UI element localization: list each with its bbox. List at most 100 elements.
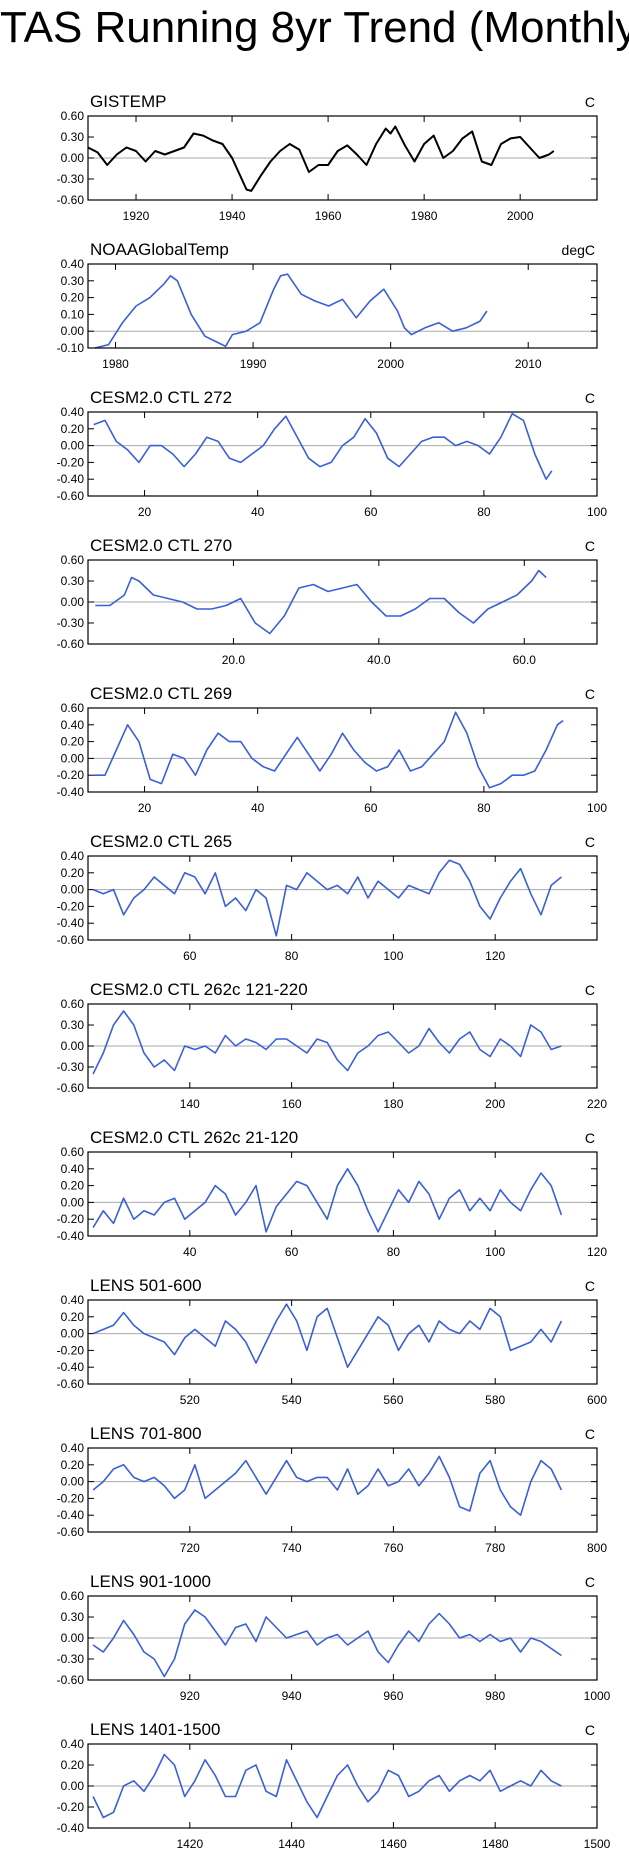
x-tick-label: 2000 — [507, 209, 534, 223]
y-tick-label: 0.00 — [61, 1779, 85, 1793]
plot-frame — [87, 559, 598, 645]
y-tick-label: -0.40 — [57, 1821, 85, 1835]
y-tick-label: 0.00 — [61, 439, 85, 453]
panel-title: GISTEMP — [90, 92, 167, 111]
y-tick-label: -0.30 — [57, 172, 85, 186]
x-tick-label: 1940 — [219, 209, 246, 223]
series-line — [93, 412, 553, 481]
series-line — [94, 273, 488, 349]
y-tick-label: 0.40 — [61, 1162, 85, 1176]
x-tick-label: 80 — [285, 949, 299, 963]
x-tick-label: 600 — [587, 1393, 607, 1407]
x-tick-label: 80 — [477, 505, 491, 519]
x-tick-label: 1420 — [176, 1837, 203, 1851]
y-tick-label: 0.40 — [61, 1737, 85, 1751]
x-tick-label: 100 — [587, 801, 607, 815]
x-tick-label: 1500 — [584, 1837, 611, 1851]
y-tick-label: 0.20 — [61, 1310, 85, 1324]
x-tick-label: 960 — [383, 1689, 403, 1703]
panel-title: CESM2.0 CTL 269 — [90, 684, 232, 703]
panel-title: LENS 1401-1500 — [90, 1720, 220, 1739]
y-tick-label: 0.00 — [61, 883, 85, 897]
x-tick-label: 40 — [183, 1245, 197, 1259]
y-tick-label: 0.30 — [61, 274, 85, 288]
y-tick-label: -0.60 — [57, 193, 85, 207]
y-tick-label: -0.20 — [57, 899, 85, 913]
plot-frame — [87, 115, 598, 201]
chart-panel-11: LENS 901-1000 C -0.60 -0.30 0.00 0.30 0.60 920 9… — [57, 1572, 611, 1703]
x-tick-label: 140 — [180, 1097, 200, 1111]
x-tick-label: 100 — [485, 1245, 505, 1259]
x-tick-label: 1980 — [102, 357, 129, 371]
y-tick-label: 0.00 — [61, 1475, 85, 1489]
plot-frame — [87, 411, 598, 497]
chart-panel-3: CESM2.0 CTL 272 C -0.60 -0.40 -0.20 0.00 0.20 0… — [57, 388, 608, 519]
chart-panel-8: CESM2.0 CTL 262c 21-120 C -0.40 -0.20 0.00 0.… — [57, 1128, 608, 1259]
x-tick-label: 1480 — [482, 1837, 509, 1851]
y-tick-label: 0.60 — [61, 997, 85, 1011]
y-tick-label: 0.00 — [61, 1631, 85, 1645]
y-tick-label: -0.60 — [57, 933, 85, 947]
x-tick-label: 1960 — [315, 209, 342, 223]
x-tick-label: 540 — [282, 1393, 302, 1407]
panel-title: CESM2.0 CTL 270 — [90, 536, 232, 555]
y-tick-label: 0.60 — [61, 553, 85, 567]
chart-panel-12: LENS 1401-1500 C -0.40 -0.20 0.00 0.20 0.40 142… — [57, 1720, 611, 1851]
series-line — [93, 711, 564, 789]
x-tick-label: 2000 — [377, 357, 404, 371]
panel-units: C — [585, 1574, 595, 1590]
page-title: TAS Running 8yr Trend (Monthly) — [0, 3, 629, 52]
y-tick-label: -0.60 — [57, 637, 85, 651]
y-tick-label: -0.30 — [57, 1652, 85, 1666]
x-tick-label: 1440 — [278, 1837, 305, 1851]
panel-units: C — [585, 686, 595, 702]
y-tick-label: -0.40 — [57, 472, 85, 486]
chart-panel-4: CESM2.0 CTL 270 C -0.60 -0.30 0.00 0.30 0.60 20… — [57, 536, 598, 667]
plot-frame — [87, 263, 598, 349]
panel-title: LENS 901-1000 — [90, 1572, 211, 1591]
x-tick-label: 2010 — [515, 357, 542, 371]
panel-units: C — [585, 1722, 595, 1738]
chart-panel-5: CESM2.0 CTL 269 C -0.40 -0.20 0.00 0.20 0.40 0.… — [57, 684, 608, 815]
y-tick-label: -0.30 — [57, 616, 85, 630]
plot-frame — [87, 1447, 598, 1533]
y-tick-label: 0.00 — [61, 151, 85, 165]
x-tick-label: 580 — [485, 1393, 505, 1407]
y-tick-label: 0.20 — [61, 1758, 85, 1772]
y-tick-label: 0.30 — [61, 1018, 85, 1032]
plot-frame — [87, 1003, 598, 1089]
y-tick-label: 0.20 — [61, 1458, 85, 1472]
x-tick-label: 780 — [485, 1541, 505, 1555]
series-line — [87, 125, 555, 192]
plot-frame — [87, 1743, 598, 1829]
panel-title: CESM2.0 CTL 262c 21-120 — [90, 1128, 298, 1147]
x-tick-label: 100 — [587, 505, 607, 519]
y-tick-label: 0.40 — [61, 405, 85, 419]
chart-panel-2: NOAAGlobalTemp degC -0.10 0.00 0.10 0.20 0.30 0… — [57, 240, 598, 371]
x-tick-label: 80 — [387, 1245, 401, 1259]
x-tick-label: 20.0 — [222, 653, 246, 667]
y-tick-label: -0.20 — [57, 1491, 85, 1505]
x-tick-label: 560 — [383, 1393, 403, 1407]
y-tick-label: -0.40 — [57, 916, 85, 930]
y-tick-label: -0.40 — [57, 1360, 85, 1374]
x-tick-label: 800 — [587, 1541, 607, 1555]
y-tick-label: 0.00 — [61, 1039, 85, 1053]
x-tick-label: 60 — [183, 949, 197, 963]
y-tick-label: 0.20 — [61, 422, 85, 436]
x-tick-label: 980 — [485, 1689, 505, 1703]
series-line — [92, 1753, 562, 1819]
y-tick-label: 0.00 — [61, 751, 85, 765]
x-tick-label: 1990 — [240, 357, 267, 371]
x-tick-label: 80 — [477, 801, 491, 815]
y-tick-label: 0.30 — [61, 574, 85, 588]
panel-units: C — [585, 982, 595, 998]
x-tick-label: 740 — [282, 1541, 302, 1555]
x-tick-label: 200 — [485, 1097, 505, 1111]
panel-units: C — [585, 1130, 595, 1146]
panel-units: C — [585, 1278, 595, 1294]
y-tick-label: -0.40 — [57, 1508, 85, 1522]
y-tick-label: 0.00 — [61, 595, 85, 609]
y-tick-label: -0.60 — [57, 1081, 85, 1095]
panel-title: LENS 501-600 — [90, 1276, 202, 1295]
